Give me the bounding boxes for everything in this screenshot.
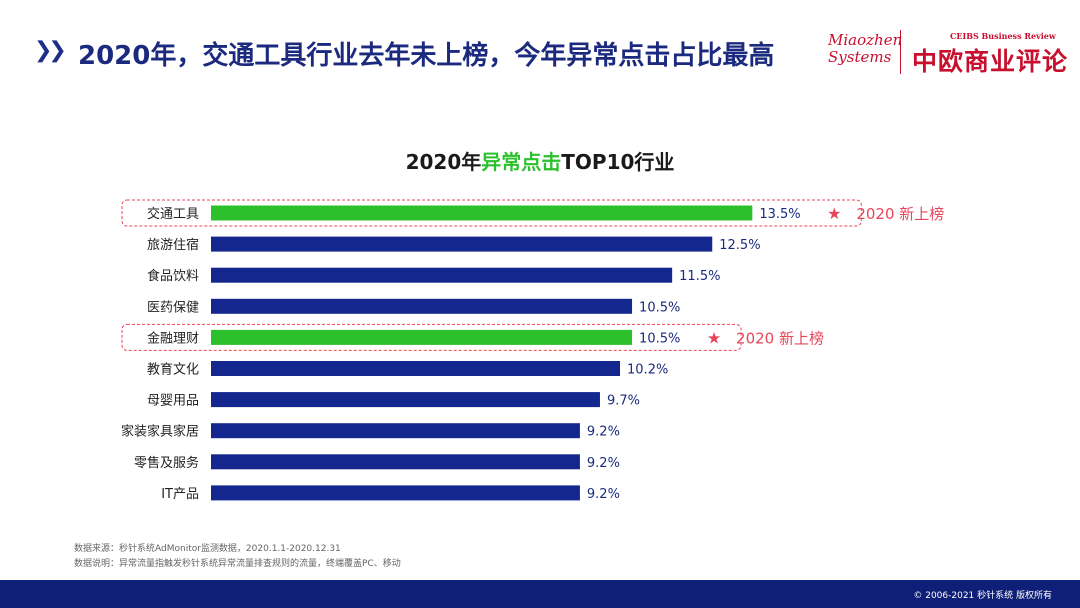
new-entry-frame bbox=[121, 323, 742, 351]
category-label: 家装家具家居 bbox=[121, 424, 199, 440]
chart-title-prefix: 2020年 bbox=[405, 150, 482, 174]
value-label: 9.7% bbox=[607, 394, 640, 409]
value-label: 12.5% bbox=[719, 238, 760, 253]
value-label: 10.5% bbox=[639, 331, 680, 346]
footer-bar: © 2006-2021 秒针系统 版权所有 bbox=[0, 580, 1080, 608]
value-label: 9.2% bbox=[587, 487, 620, 502]
ceibs-logo-cn: 中欧商业评论 bbox=[912, 47, 1069, 76]
chevron-right-icon: ❯❯ bbox=[34, 38, 67, 63]
value-label: 9.2% bbox=[587, 456, 620, 471]
footnote-note: 数据说明：异常流量指触发秒针系统异常流量排查规则的流量，终端覆盖PC、移动 bbox=[74, 559, 401, 569]
bar bbox=[211, 329, 633, 345]
value-label: 11.5% bbox=[679, 269, 720, 284]
logo-divider bbox=[900, 30, 901, 74]
category-label: 医药保健 bbox=[147, 300, 199, 315]
page-title: 2020年，交通工具行业去年未上榜，今年异常点击占比最高 bbox=[78, 41, 775, 71]
chart-title-suffix: TOP10行业 bbox=[561, 150, 675, 174]
category-label: 教育文化 bbox=[147, 362, 199, 378]
new-entry-label: 2020 新上榜 bbox=[736, 329, 824, 347]
category-label: 旅游住宿 bbox=[147, 237, 199, 253]
bar bbox=[211, 236, 713, 252]
chart-title: 2020年异常点击TOP10行业 bbox=[0, 146, 1080, 175]
bar bbox=[211, 485, 580, 501]
category-label: IT产品 bbox=[161, 487, 199, 502]
chart-title-highlight: 异常点击 bbox=[481, 150, 562, 174]
bar bbox=[211, 454, 580, 470]
bar bbox=[211, 392, 600, 408]
category-label: 金融理财 bbox=[147, 330, 199, 346]
value-label: 9.2% bbox=[587, 425, 620, 440]
value-label: 10.5% bbox=[639, 300, 680, 315]
bar bbox=[211, 267, 673, 283]
category-label: 母婴用品 bbox=[147, 394, 199, 409]
star-icon: ★ bbox=[827, 204, 841, 223]
category-label: 食品饮料 bbox=[147, 268, 199, 284]
new-entry-label: 2020 新上榜 bbox=[856, 205, 944, 223]
category-label: 零售及服务 bbox=[134, 455, 199, 471]
ceibs-logo-en: CEIBS Business Review bbox=[950, 31, 1056, 41]
bar bbox=[211, 205, 753, 221]
new-entry-frame bbox=[121, 199, 862, 227]
header: ❯❯ 2020年，交通工具行业去年未上榜，今年异常点击占比最高 Miaozhen… bbox=[0, 0, 1080, 90]
bar bbox=[211, 298, 633, 314]
bar bbox=[211, 361, 621, 376]
copyright: © 2006-2021 秒针系统 版权所有 bbox=[913, 591, 1052, 601]
category-label: 交通工具 bbox=[147, 206, 199, 222]
value-label: 13.5% bbox=[759, 207, 800, 222]
value-label: 10.2% bbox=[627, 363, 668, 378]
bar bbox=[211, 423, 580, 439]
footnote-source: 数据来源：秒针系统AdMonitor监测数据，2020.1.1-2020.12.… bbox=[74, 544, 341, 554]
miaozhen-logo: Miaozhen Systems bbox=[828, 31, 903, 66]
star-icon: ★ bbox=[707, 328, 721, 347]
